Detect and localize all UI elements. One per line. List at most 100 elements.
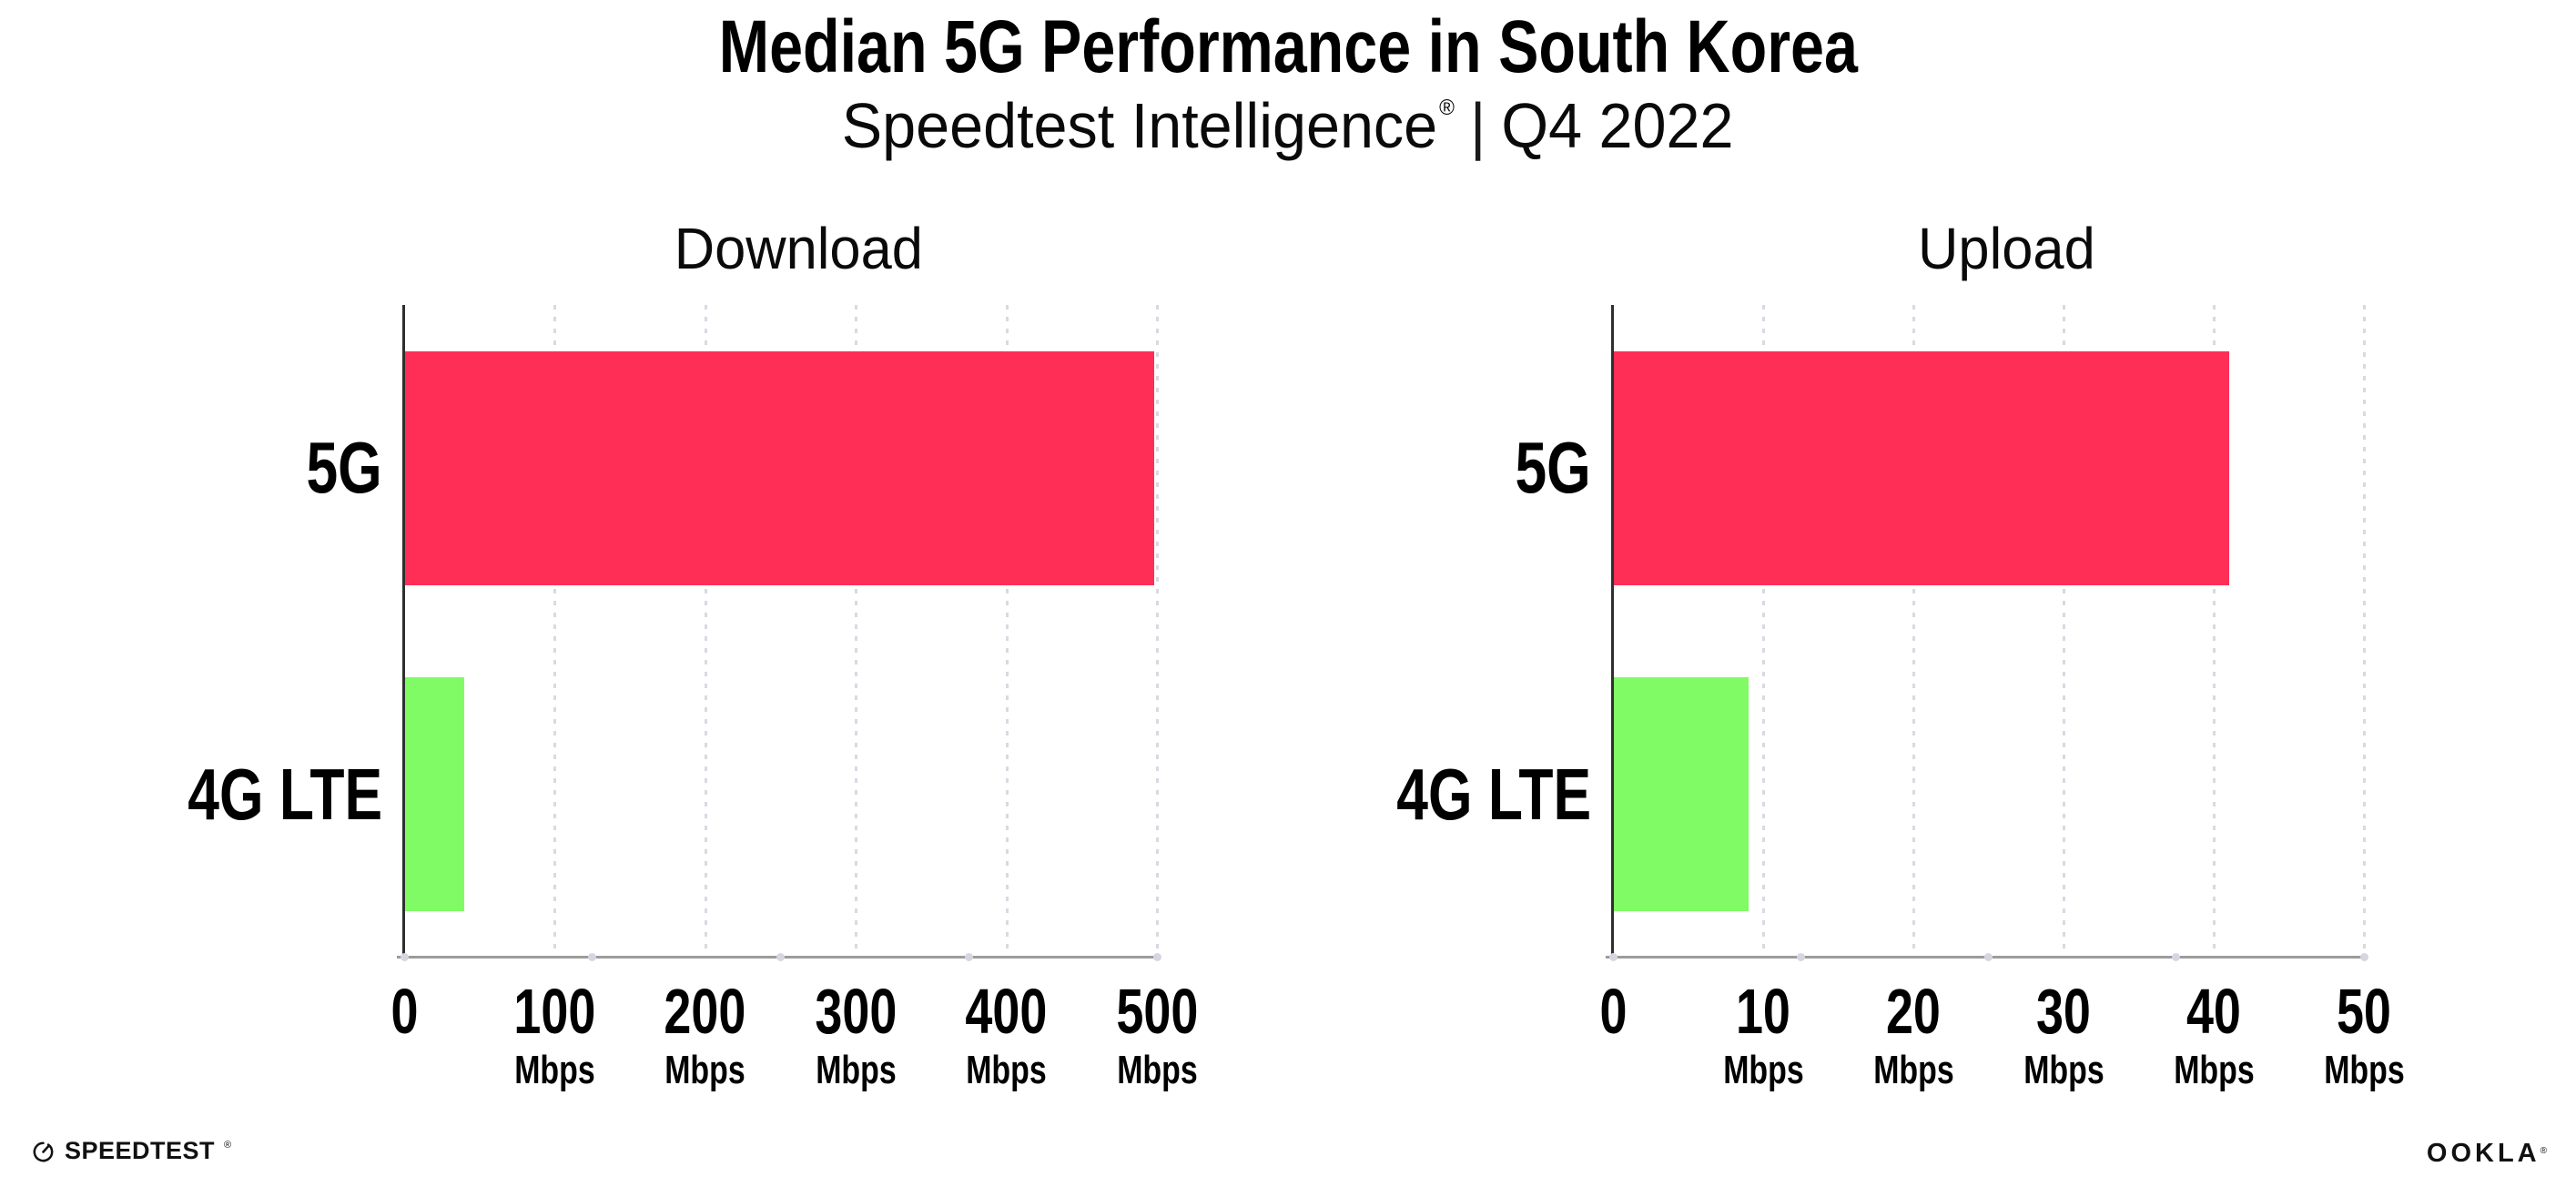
speedtest-logo: SPEEDTEST ® (30, 1137, 231, 1165)
chart-title-download: Download (674, 216, 924, 281)
gridline-400 (1005, 305, 1009, 958)
y-axis (402, 305, 405, 958)
gridline-40 (2213, 305, 2216, 958)
category-label-box-5g: 5G (95, 413, 382, 522)
x-tick-number-line-40: 40 (2077, 978, 2350, 1045)
x-tick-number-20: 20 (1886, 976, 1941, 1047)
x-tick-unit-20: Mbps (1872, 1048, 1954, 1092)
x-tick-number-line-0: 0 (268, 978, 541, 1045)
category-label-box-4g-lte: 4G LTE (95, 740, 382, 849)
ookla-logo: OOKLA® (2427, 1139, 2547, 1169)
x-tick-unit-40: Mbps (2173, 1048, 2255, 1092)
chart-title-box-upload: Upload (1595, 215, 2419, 282)
speedtest-gauge-icon (33, 1141, 54, 1162)
x-tick-number-line-10: 10 (1627, 978, 1900, 1045)
speedtest-wordmark: SPEEDTEST (65, 1137, 216, 1164)
x-tick-unit-30: Mbps (2023, 1048, 2104, 1092)
x-tick-unit-200: Mbps (664, 1048, 746, 1092)
bar-5g (1614, 350, 2229, 585)
x-tick-label-500: 500 Mbps (1020, 978, 1293, 1092)
x-tick-unit-400: Mbps (966, 1048, 1047, 1092)
x-tick-number-10: 10 (1736, 976, 1790, 1047)
x-tick-label-30: 30 Mbps (1927, 978, 2200, 1092)
registered-trademark-mark: ® (1439, 96, 1455, 120)
x-tick-number-line-300: 300 (719, 978, 992, 1045)
x-tick-number-200: 200 (664, 976, 746, 1047)
category-label-5g: 5G (1515, 427, 1591, 509)
x-tick-number-line-30: 30 (1927, 978, 2200, 1045)
page-subtitle: Speedtest Intelligence® | Q4 2022 (842, 89, 1734, 163)
x-tick-number-line-200: 200 (569, 978, 842, 1045)
x-tick-unit-line-200: Mbps (569, 1049, 842, 1092)
x-tick-number-100: 100 (513, 976, 596, 1047)
category-label-box-5g: 5G (1303, 413, 1591, 522)
x-tick-unit-50: Mbps (2323, 1048, 2405, 1092)
x-tick-number-line-100: 100 (418, 978, 691, 1045)
x-tick-label-40: 40 Mbps (2077, 978, 2350, 1092)
x-tick-number-300: 300 (815, 976, 898, 1047)
x-tick-unit-line-30: Mbps (1927, 1049, 2200, 1092)
bar-4g-lte (1614, 677, 1749, 912)
y-axis (1611, 305, 1614, 958)
bar-4g-lte (405, 677, 465, 912)
x-tick-label-300: 300 Mbps (719, 978, 992, 1092)
gridline-200 (704, 305, 707, 958)
axis-tick-dot (776, 953, 785, 961)
x-tick-number-0: 0 (390, 976, 418, 1047)
x-tick-number-30: 30 (2036, 976, 2091, 1047)
x-tick-number-50: 50 (2337, 976, 2391, 1047)
category-label-box-4g-lte: 4G LTE (1303, 740, 1591, 849)
axis-tick-dot (964, 953, 973, 961)
x-tick-unit-100: Mbps (514, 1048, 595, 1092)
ookla-registered-mark: ® (2540, 1146, 2547, 1156)
axis-tick-dot (2172, 953, 2181, 961)
axis-tick-dot (2359, 953, 2368, 961)
x-tick-number-line-400: 400 (870, 978, 1143, 1045)
gridline-500 (1156, 305, 1159, 958)
x-tick-unit-line-50: Mbps (2227, 1049, 2500, 1092)
x-tick-number-40: 40 (2186, 976, 2241, 1047)
chart-title-upload: Upload (1918, 216, 2095, 281)
x-tick-unit-line-100: Mbps (418, 1049, 691, 1092)
axis-tick-dot (1796, 953, 1805, 961)
x-tick-number-line-0: 0 (1476, 978, 1749, 1045)
x-tick-label-0: 0 (268, 978, 541, 1045)
x-tick-unit-10: Mbps (1722, 1048, 1804, 1092)
axis-tick-dot (1984, 953, 1993, 961)
gridline-10 (1762, 305, 1765, 958)
gridline-30 (2063, 305, 2065, 958)
x-tick-number-line-500: 500 (1020, 978, 1293, 1045)
category-label-4g-lte: 4G LTE (1396, 753, 1591, 835)
axis-tick-dot (588, 953, 597, 961)
x-tick-unit-line-10: Mbps (1627, 1049, 1900, 1092)
x-tick-label-50: 50 Mbps (2227, 978, 2500, 1092)
ookla-wordmark: OOKLA (2426, 1139, 2541, 1168)
gridline-100 (553, 305, 557, 958)
x-tick-number-400: 400 (965, 976, 1048, 1047)
x-tick-unit-line-500: Mbps (1020, 1049, 1293, 1092)
axis-tick-dot (1608, 953, 1618, 961)
x-tick-number-line-50: 50 (2227, 978, 2500, 1045)
x-tick-label-200: 200 Mbps (569, 978, 842, 1092)
x-tick-unit-line-40: Mbps (2077, 1049, 2350, 1092)
bar-5g (405, 350, 1154, 585)
x-tick-unit-line-400: Mbps (870, 1049, 1143, 1092)
speedtest-registered-mark: ® (224, 1139, 232, 1151)
x-tick-unit-line-20: Mbps (1777, 1049, 2050, 1092)
x-tick-label-0: 0 (1476, 978, 1749, 1045)
category-label-5g: 5G (306, 427, 382, 509)
gridline-300 (855, 305, 858, 958)
figure-header: Median 5G Performance in South Korea (0, 5, 2576, 88)
axis-tick-dot (1152, 953, 1161, 961)
subtitle-separator: | (1470, 90, 1486, 161)
x-tick-unit-line-300: Mbps (719, 1049, 992, 1092)
page-title: Median 5G Performance in South Korea (718, 5, 1858, 88)
x-tick-number-0: 0 (1599, 976, 1627, 1047)
category-label-4g-lte: 4G LTE (188, 753, 382, 835)
axis-tick-dot (400, 953, 409, 961)
x-tick-unit-300: Mbps (815, 1048, 897, 1092)
